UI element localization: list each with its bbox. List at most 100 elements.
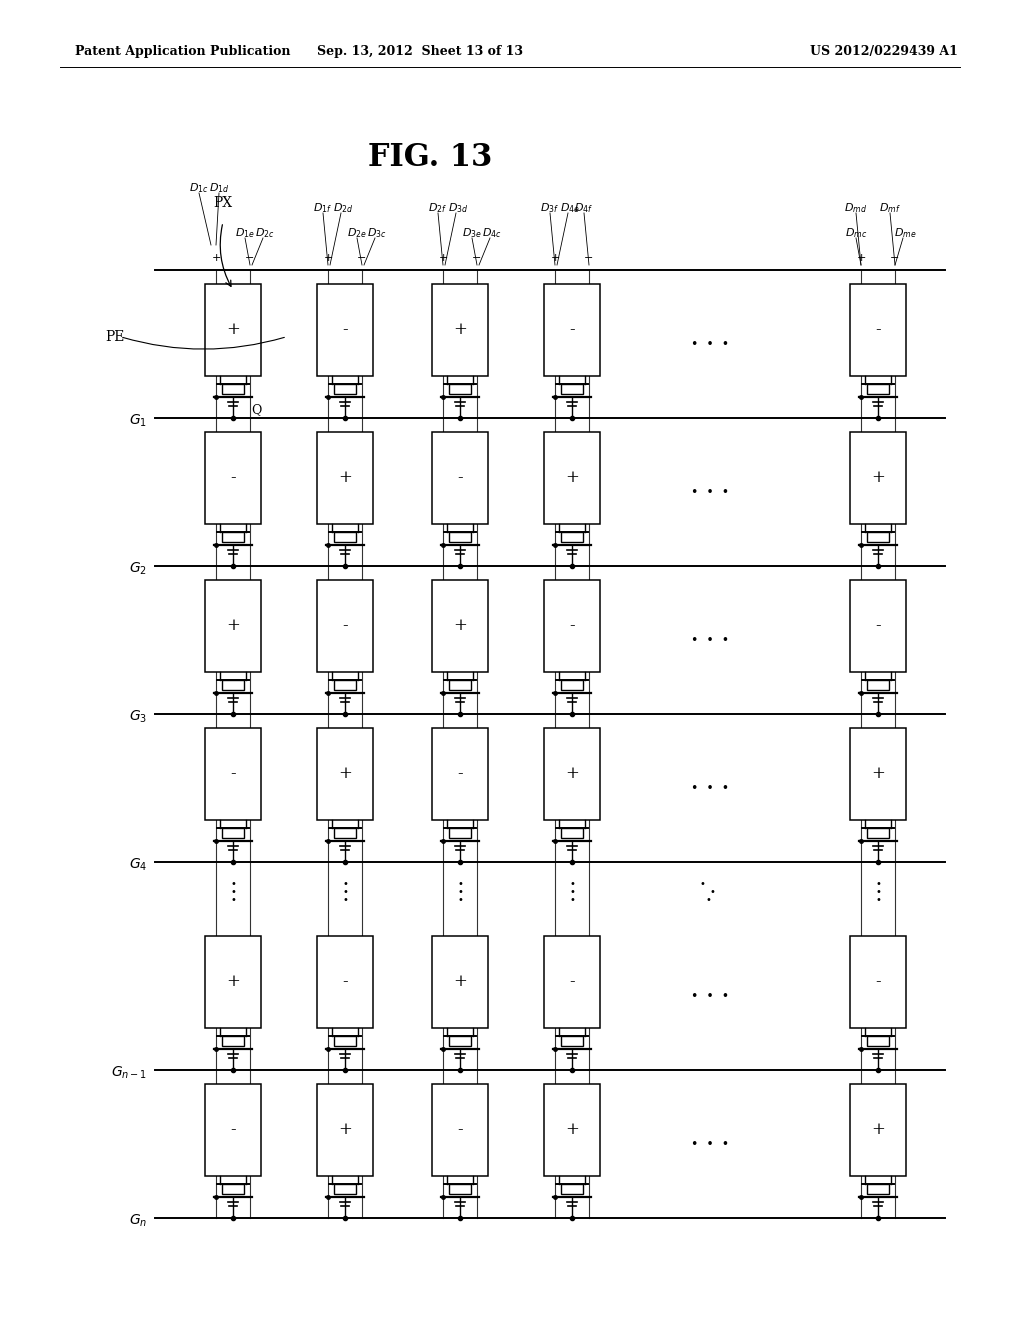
Text: Patent Application Publication: Patent Application Publication: [75, 45, 291, 58]
Text: -: -: [342, 322, 348, 338]
Text: +: +: [871, 1122, 885, 1138]
Text: $D_{mc}$: $D_{mc}$: [845, 226, 867, 240]
Text: •  •  •: • • •: [691, 990, 729, 1002]
Text: •: •: [876, 887, 881, 898]
Text: •: •: [230, 879, 236, 888]
Text: $G_1$: $G_1$: [129, 413, 147, 429]
Bar: [449, 680, 471, 690]
Text: •: •: [457, 879, 463, 888]
Bar: [561, 1036, 583, 1045]
Text: •: •: [342, 879, 348, 888]
Text: PX: PX: [213, 195, 232, 210]
Text: Sep. 13, 2012  Sheet 13 of 13: Sep. 13, 2012 Sheet 13 of 13: [317, 45, 523, 58]
Text: +: +: [871, 470, 885, 487]
Bar: [222, 680, 244, 690]
Text: −: −: [357, 253, 367, 263]
Text: +: +: [856, 253, 865, 263]
Text: $D_{4c}$: $D_{4c}$: [482, 226, 502, 240]
Bar: [317, 284, 373, 376]
Text: •: •: [569, 895, 574, 906]
Bar: [544, 284, 600, 376]
Text: •: •: [699, 879, 705, 888]
Text: +: +: [565, 1122, 579, 1138]
Text: $D_{mf}$: $D_{mf}$: [879, 201, 901, 215]
Bar: [850, 1084, 906, 1176]
Bar: [544, 1084, 600, 1176]
Text: $D_{2d}$: $D_{2d}$: [333, 201, 353, 215]
Bar: [334, 532, 356, 543]
Bar: [850, 284, 906, 376]
Bar: [449, 384, 471, 393]
Text: +: +: [871, 766, 885, 783]
Bar: [334, 828, 356, 838]
Bar: [850, 729, 906, 820]
Text: +: +: [338, 766, 352, 783]
Bar: [432, 284, 488, 376]
Bar: [317, 1084, 373, 1176]
Text: +: +: [338, 470, 352, 487]
Text: $D_{1f}$: $D_{1f}$: [313, 201, 333, 215]
Text: −: −: [890, 253, 900, 263]
Text: $D_{3f}$: $D_{3f}$: [541, 201, 559, 215]
Bar: [867, 532, 889, 543]
Text: •: •: [342, 887, 348, 898]
Bar: [432, 729, 488, 820]
Bar: [205, 936, 261, 1028]
Text: +: +: [565, 470, 579, 487]
Text: -: -: [876, 974, 881, 990]
Text: -: -: [342, 974, 348, 990]
Text: •  •  •: • • •: [691, 1138, 729, 1151]
Text: •  •  •: • • •: [691, 634, 729, 647]
Bar: [317, 729, 373, 820]
Bar: [867, 680, 889, 690]
Text: $D_{me}$: $D_{me}$: [894, 226, 916, 240]
Bar: [850, 936, 906, 1028]
Bar: [222, 1036, 244, 1045]
Bar: [449, 828, 471, 838]
Text: +: +: [338, 1122, 352, 1138]
Bar: [334, 1036, 356, 1045]
Bar: [561, 384, 583, 393]
Text: -: -: [230, 766, 236, 783]
Text: $D_{3e}$: $D_{3e}$: [462, 226, 482, 240]
Text: +: +: [565, 766, 579, 783]
Text: +: +: [211, 253, 221, 263]
Text: -: -: [876, 618, 881, 635]
Bar: [432, 432, 488, 524]
Text: •: •: [709, 887, 715, 898]
Text: •: •: [876, 895, 881, 906]
Bar: [222, 384, 244, 393]
Bar: [334, 384, 356, 393]
Text: •: •: [876, 879, 881, 888]
Text: $D_{4e}$: $D_{4e}$: [560, 201, 580, 215]
Text: −: −: [472, 253, 481, 263]
Bar: [222, 1184, 244, 1195]
Text: -: -: [230, 470, 236, 487]
Text: $G_3$: $G_3$: [129, 709, 147, 725]
Text: PE: PE: [105, 330, 124, 343]
Text: -: -: [876, 322, 881, 338]
Bar: [317, 579, 373, 672]
Text: +: +: [324, 253, 333, 263]
Text: US 2012/0229439 A1: US 2012/0229439 A1: [810, 45, 957, 58]
Text: +: +: [226, 974, 240, 990]
Text: •: •: [706, 895, 711, 906]
Text: •: •: [230, 887, 236, 898]
Bar: [561, 1184, 583, 1195]
Bar: [850, 432, 906, 524]
Bar: [544, 936, 600, 1028]
Bar: [561, 828, 583, 838]
Text: -: -: [230, 1122, 236, 1138]
Bar: [222, 532, 244, 543]
Bar: [334, 1184, 356, 1195]
Text: •  •  •: • • •: [691, 338, 729, 351]
Bar: [334, 680, 356, 690]
Bar: [867, 1184, 889, 1195]
Text: +: +: [550, 253, 560, 263]
Bar: [432, 1084, 488, 1176]
Text: •  •  •: • • •: [691, 486, 729, 499]
Text: -: -: [569, 974, 574, 990]
Bar: [317, 936, 373, 1028]
Text: $D_{md}$: $D_{md}$: [845, 201, 867, 215]
Text: $D_{2c}$: $D_{2c}$: [255, 226, 274, 240]
